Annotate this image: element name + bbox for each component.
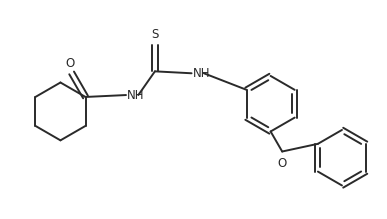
Text: O: O [277,157,287,170]
Text: NH: NH [193,67,210,80]
Text: NH: NH [127,88,145,102]
Text: S: S [151,28,159,41]
Text: O: O [65,57,74,70]
